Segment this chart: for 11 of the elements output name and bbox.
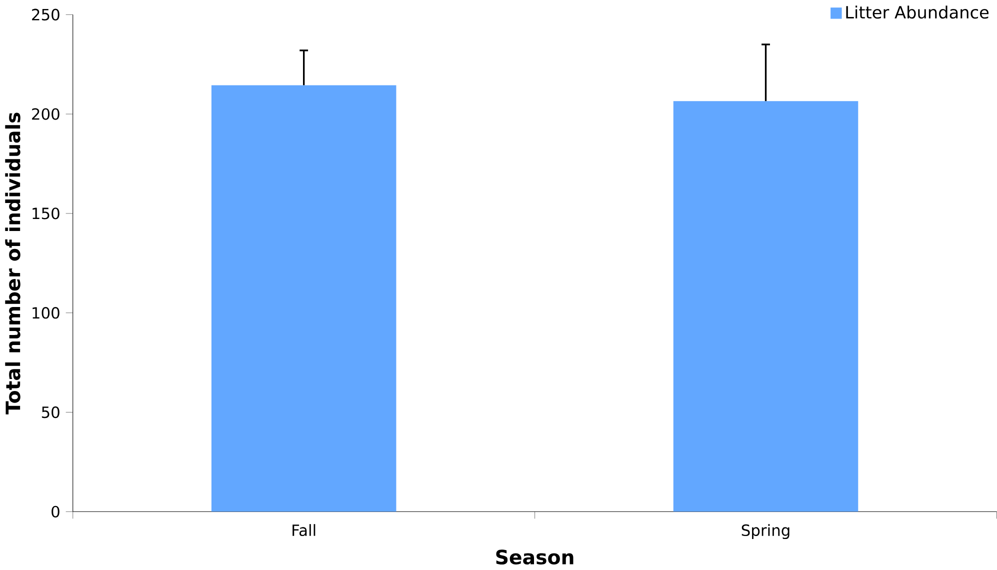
y-axis-title: Total number of individuals bbox=[5, 112, 20, 415]
y-tick-label: 50 bbox=[42, 406, 60, 418]
y-tick-label: 250 bbox=[32, 8, 60, 21]
y-tick-label: 100 bbox=[32, 307, 60, 319]
x-tick-label: Fall bbox=[292, 524, 316, 536]
y-tick-label: 200 bbox=[32, 108, 60, 120]
y-tick-label: 0 bbox=[52, 506, 60, 518]
x-tick-label: Spring bbox=[742, 524, 790, 540]
y-tick-label: 150 bbox=[32, 208, 60, 220]
x-axis-title: Season bbox=[496, 550, 574, 565]
legend-label: Litter Abundance bbox=[846, 6, 989, 19]
